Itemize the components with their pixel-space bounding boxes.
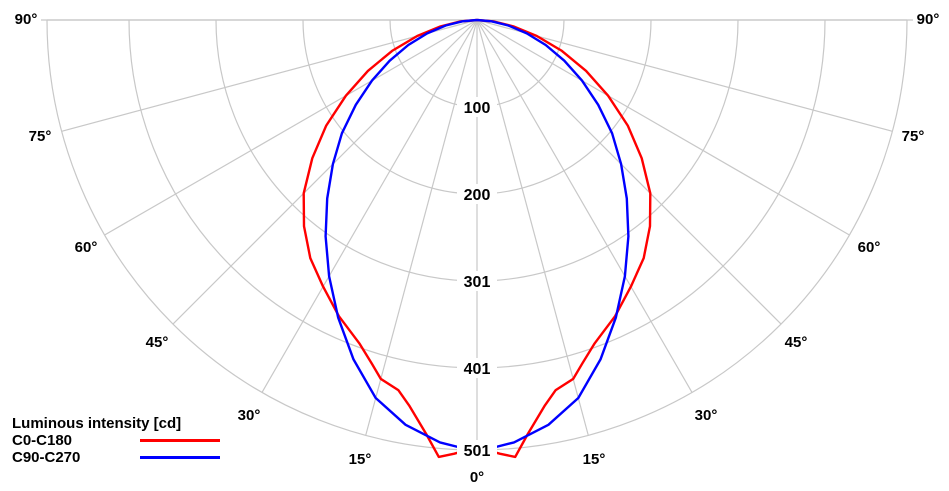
grid-spoke [476,19,850,236]
polar-grid [41,19,913,451]
grid-spoke [104,19,478,236]
radial-tick-bg [457,440,497,460]
angle-tick-label: 15° [349,451,372,468]
angle-tick-label: 0° [470,469,484,486]
radial-tick-bg [457,97,497,117]
legend-item-c0-c180: C0-C180 [12,432,220,449]
angle-tick-label: 45° [785,334,808,351]
grid-spoke [365,19,478,436]
grid-spoke [476,19,693,393]
radial-tick-label: 301 [464,274,491,291]
grid-spoke [476,19,782,325]
angle-tick-label: 90° [917,11,940,28]
radial-tick-label: 401 [464,361,491,378]
grid-spoke [476,19,893,132]
radial-tick-label: 100 [464,100,491,117]
legend: Luminous intensity [cd] C0-C180 C90-C270 [12,416,220,466]
legend-label: C0-C180 [12,431,73,449]
angle-tick-label: 60° [75,239,98,256]
legend-swatch-red [140,439,220,442]
tick-label-layer: 100 200 301 401 501 0° 15° 15° 30° 30° 45° 45° 60° 60… [15,11,940,486]
angle-tick-label: 75° [902,128,925,145]
radial-tick-label: 501 [464,443,491,460]
legend-item-c90-c270: C90-C270 [12,449,220,466]
angle-tick-label: 45° [146,334,169,351]
angle-tick-label: 30° [238,407,261,424]
radial-tick-bg [457,358,497,378]
grid-spoke [172,19,478,325]
angle-tick-label: 30° [695,407,718,424]
grid-spoke [61,19,478,132]
legend-title: Luminous intensity [cd] [12,415,182,432]
angle-tick-label: 15° [583,451,606,468]
radial-tick-label: 200 [464,187,491,204]
grid-spoke [261,19,478,393]
radial-tick-bg [457,271,497,291]
angle-tick-label: 75° [29,128,52,145]
angle-tick-label: 60° [858,239,881,256]
angle-tick-label: 90° [15,11,38,28]
legend-label: C90-C270 [12,448,81,466]
grid-spoke [476,19,589,436]
radial-tick-bg [457,184,497,204]
legend-swatch-blue [140,456,220,459]
